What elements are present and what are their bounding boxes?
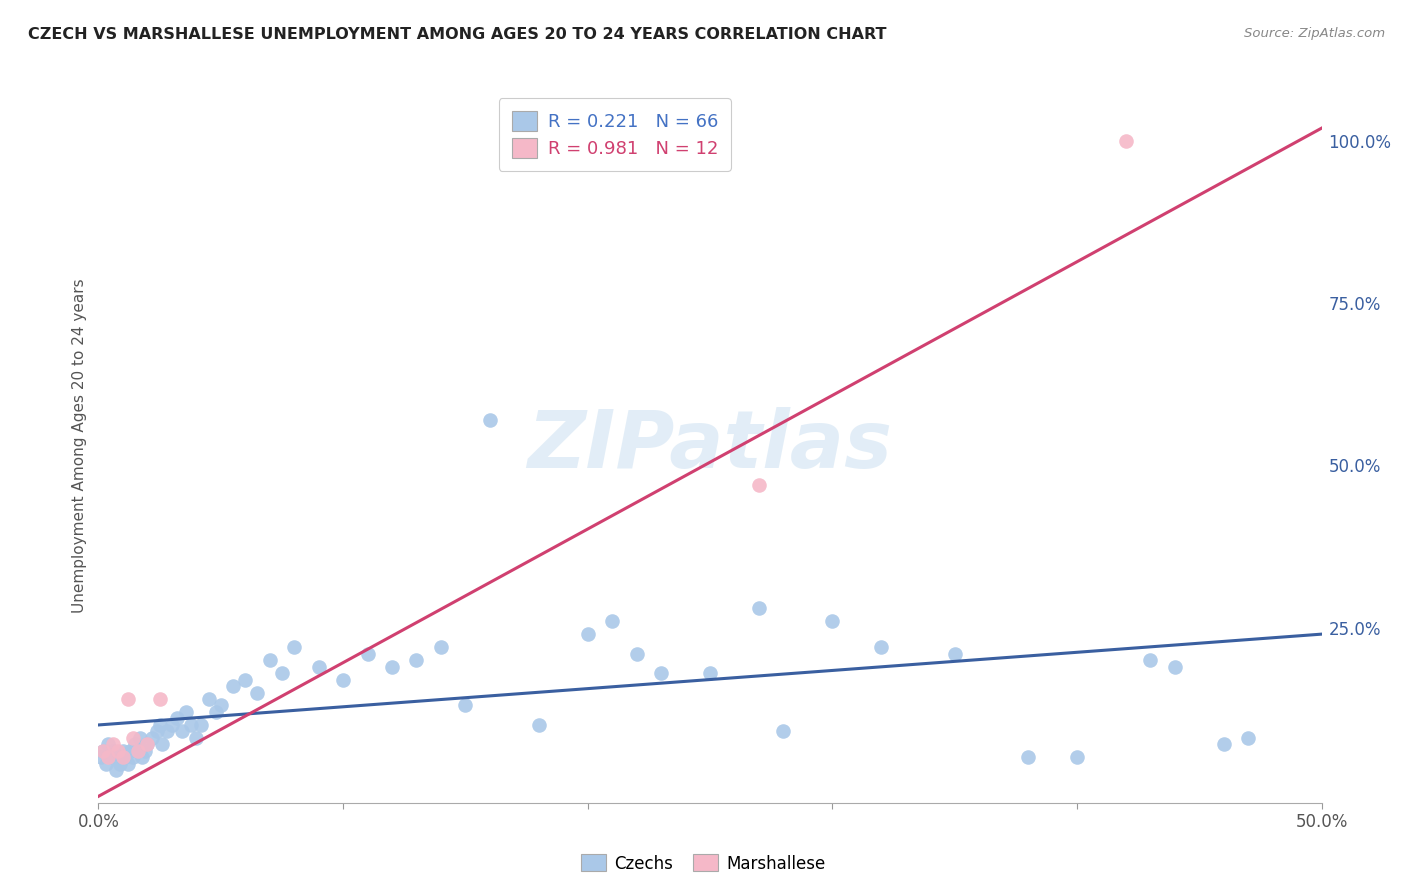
Point xyxy=(308,659,330,673)
Point xyxy=(381,659,404,673)
Point xyxy=(576,627,599,641)
Point xyxy=(121,750,143,764)
Point xyxy=(170,724,193,739)
Point xyxy=(748,601,770,615)
Point xyxy=(748,478,770,492)
Point xyxy=(1212,738,1234,752)
Point xyxy=(186,731,208,745)
Point xyxy=(1017,750,1039,764)
Text: Source: ZipAtlas.com: Source: ZipAtlas.com xyxy=(1244,27,1385,40)
Point xyxy=(117,692,139,706)
Point xyxy=(283,640,305,654)
Point xyxy=(1115,134,1137,148)
Point xyxy=(160,718,183,732)
Point xyxy=(205,705,228,719)
Point xyxy=(100,750,122,764)
Legend: R = 0.221   N = 66, R = 0.981   N = 12: R = 0.221 N = 66, R = 0.981 N = 12 xyxy=(499,98,731,170)
Point xyxy=(209,698,232,713)
Point xyxy=(156,724,179,739)
Text: CZECH VS MARSHALLESE UNEMPLOYMENT AMONG AGES 20 TO 24 YEARS CORRELATION CHART: CZECH VS MARSHALLESE UNEMPLOYMENT AMONG … xyxy=(28,27,887,42)
Point xyxy=(1066,750,1088,764)
Point xyxy=(107,750,129,764)
Point xyxy=(197,692,219,706)
Point xyxy=(222,679,245,693)
Point xyxy=(821,614,844,628)
Point xyxy=(405,653,427,667)
Point xyxy=(131,750,153,764)
Point xyxy=(114,750,136,764)
Point xyxy=(136,738,159,752)
Point xyxy=(90,750,112,764)
Point xyxy=(356,647,378,661)
Point xyxy=(270,666,294,681)
Point xyxy=(110,756,132,771)
Point xyxy=(101,738,124,752)
Point xyxy=(190,718,212,732)
Point xyxy=(1139,653,1161,667)
Point xyxy=(111,744,134,758)
Point xyxy=(91,744,114,758)
Point xyxy=(180,718,202,732)
Point xyxy=(176,705,198,719)
Point xyxy=(150,738,173,752)
Point xyxy=(120,744,142,758)
Point xyxy=(94,756,117,771)
Point xyxy=(141,731,163,745)
Point xyxy=(104,764,127,778)
Point xyxy=(233,673,256,687)
Point xyxy=(134,744,156,758)
Point xyxy=(943,647,966,661)
Point xyxy=(146,724,169,739)
Point xyxy=(149,718,172,732)
Point xyxy=(127,744,149,758)
Point xyxy=(600,614,623,628)
Point xyxy=(699,666,721,681)
Point xyxy=(124,738,146,752)
Point xyxy=(121,731,143,745)
Point xyxy=(772,724,794,739)
Point xyxy=(527,718,550,732)
Point xyxy=(430,640,453,654)
Point xyxy=(1237,731,1260,745)
Point xyxy=(478,413,501,427)
Point xyxy=(1164,659,1187,673)
Point xyxy=(101,744,124,758)
Point xyxy=(246,685,269,699)
Point xyxy=(127,744,149,758)
Point xyxy=(97,750,120,764)
Text: ZIPatlas: ZIPatlas xyxy=(527,407,893,485)
Y-axis label: Unemployment Among Ages 20 to 24 years: Unemployment Among Ages 20 to 24 years xyxy=(72,278,87,614)
Point xyxy=(626,647,648,661)
Point xyxy=(117,756,139,771)
Point xyxy=(129,731,152,745)
Point xyxy=(259,653,281,667)
Legend: Czechs, Marshallese: Czechs, Marshallese xyxy=(574,847,832,880)
Point xyxy=(454,698,477,713)
Point xyxy=(91,744,114,758)
Point xyxy=(650,666,672,681)
Point xyxy=(97,738,120,752)
Point xyxy=(332,673,354,687)
Point xyxy=(136,738,159,752)
Point xyxy=(107,744,129,758)
Point xyxy=(111,750,134,764)
Point xyxy=(149,692,172,706)
Point xyxy=(166,711,188,725)
Point xyxy=(870,640,893,654)
